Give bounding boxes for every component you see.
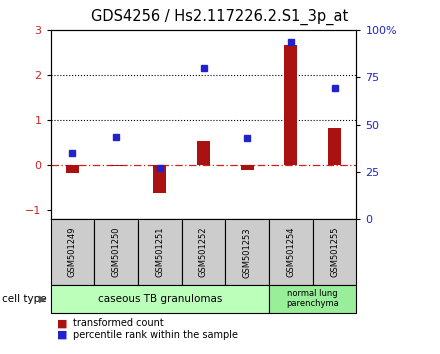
Text: GSM501249: GSM501249 xyxy=(68,227,77,278)
Text: normal lung
parenchyma: normal lung parenchyma xyxy=(286,289,339,308)
Text: GSM501252: GSM501252 xyxy=(199,227,208,278)
Text: ▶: ▶ xyxy=(39,294,46,304)
Bar xyxy=(241,165,254,170)
Bar xyxy=(284,45,297,165)
Text: caseous TB granulomas: caseous TB granulomas xyxy=(98,294,222,304)
Text: GSM501255: GSM501255 xyxy=(330,227,339,278)
Text: GSM501251: GSM501251 xyxy=(155,227,164,278)
Text: GSM501250: GSM501250 xyxy=(112,227,121,278)
Text: transformed count: transformed count xyxy=(73,318,163,328)
Text: cell type: cell type xyxy=(2,294,47,304)
Bar xyxy=(328,129,341,165)
Text: ■: ■ xyxy=(57,330,68,340)
Bar xyxy=(197,141,210,165)
Text: GSM501253: GSM501253 xyxy=(243,227,252,278)
Text: ■: ■ xyxy=(57,318,68,328)
Text: GSM501254: GSM501254 xyxy=(286,227,295,278)
Bar xyxy=(153,165,166,193)
Text: percentile rank within the sample: percentile rank within the sample xyxy=(73,330,238,340)
Bar xyxy=(66,165,79,173)
Bar xyxy=(110,165,123,166)
Text: GDS4256 / Hs2.117226.2.S1_3p_at: GDS4256 / Hs2.117226.2.S1_3p_at xyxy=(92,9,348,25)
